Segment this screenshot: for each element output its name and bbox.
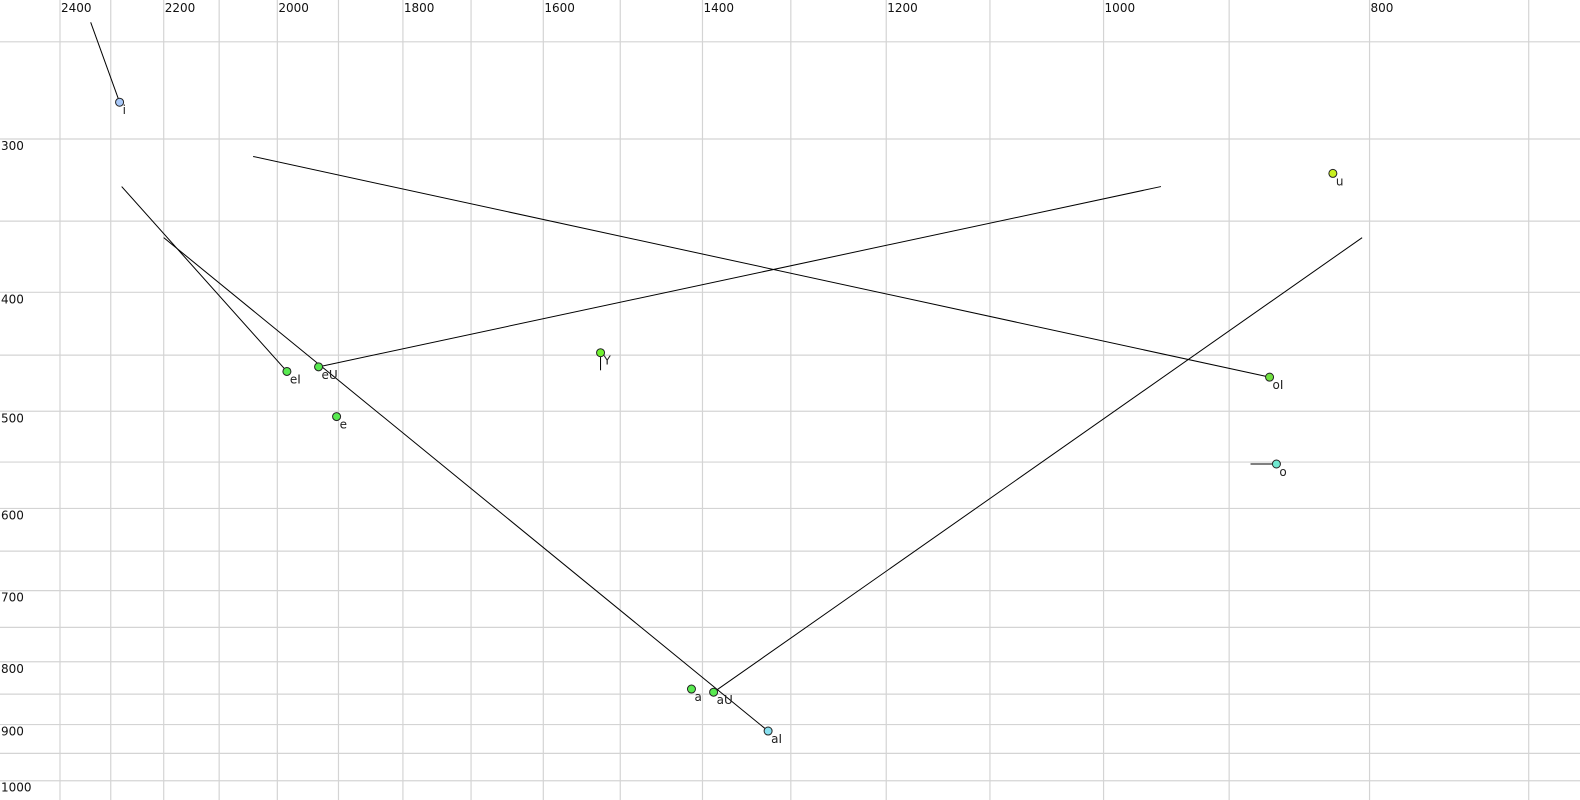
- data-point-o: [1271, 459, 1281, 469]
- data-point-u: [1328, 168, 1338, 178]
- point-label: eU: [322, 368, 338, 382]
- data-point-e: [332, 412, 342, 422]
- x-tick-label: 1800: [404, 1, 435, 15]
- tick-labels: 2400 2200 2000 1800 1600 1400 1200 1000 800 300 40…: [1, 1, 1393, 795]
- point-label: oI: [1273, 378, 1284, 392]
- x-tick-label: 2200: [165, 1, 196, 15]
- y-tick-label: 400: [1, 292, 24, 306]
- point-label: e: [340, 418, 347, 432]
- point-label: Y: [603, 354, 612, 368]
- data-point-Y: [596, 348, 606, 358]
- y-tick-label: 600: [1, 508, 24, 522]
- x-tick-label: 1400: [703, 1, 734, 15]
- trajectory-line-oI: [253, 155, 1270, 378]
- x-tick-label: 1000: [1105, 1, 1136, 15]
- data-points: i u eU eI YoI e o a aU aI: [115, 97, 1344, 746]
- x-tick-label: 1600: [544, 1, 575, 15]
- trajectory-line-i: [90, 22, 121, 103]
- point-label: aI: [771, 732, 782, 746]
- y-tick-label: 700: [1, 591, 24, 605]
- y-tick-label: 900: [1, 725, 24, 739]
- y-tick-label: 500: [1, 411, 24, 425]
- trajectory-line-eI: [121, 186, 288, 372]
- point-label: a: [694, 690, 701, 704]
- data-point-i: [115, 97, 125, 107]
- y-tick-label: 300: [1, 139, 24, 153]
- data-point-a: [686, 684, 696, 694]
- data-point-aI: [763, 726, 773, 736]
- trajectory-line-aI: [163, 237, 769, 732]
- data-point-eI: [282, 366, 292, 376]
- x-tick-label: 2000: [278, 1, 309, 15]
- point-label: o: [1279, 465, 1286, 479]
- y-tick-label: 1000: [1, 781, 32, 795]
- point-label: eI: [290, 372, 301, 386]
- trajectories: [90, 22, 1363, 732]
- data-point-eU: [314, 362, 324, 372]
- trajectory-line-aU: [713, 237, 1363, 693]
- x-tick-label: 1200: [887, 1, 918, 15]
- x-tick-label: 800: [1371, 1, 1394, 15]
- point-label: u: [1336, 174, 1344, 188]
- trajectory-line-eU: [318, 186, 1162, 368]
- x-tick-label: 2400: [61, 1, 92, 15]
- data-point-aU: [709, 687, 719, 697]
- y-tick-label: 800: [1, 662, 24, 676]
- point-label: aU: [717, 693, 733, 707]
- point-label: i: [123, 103, 126, 117]
- data-point-oI: [1265, 372, 1275, 382]
